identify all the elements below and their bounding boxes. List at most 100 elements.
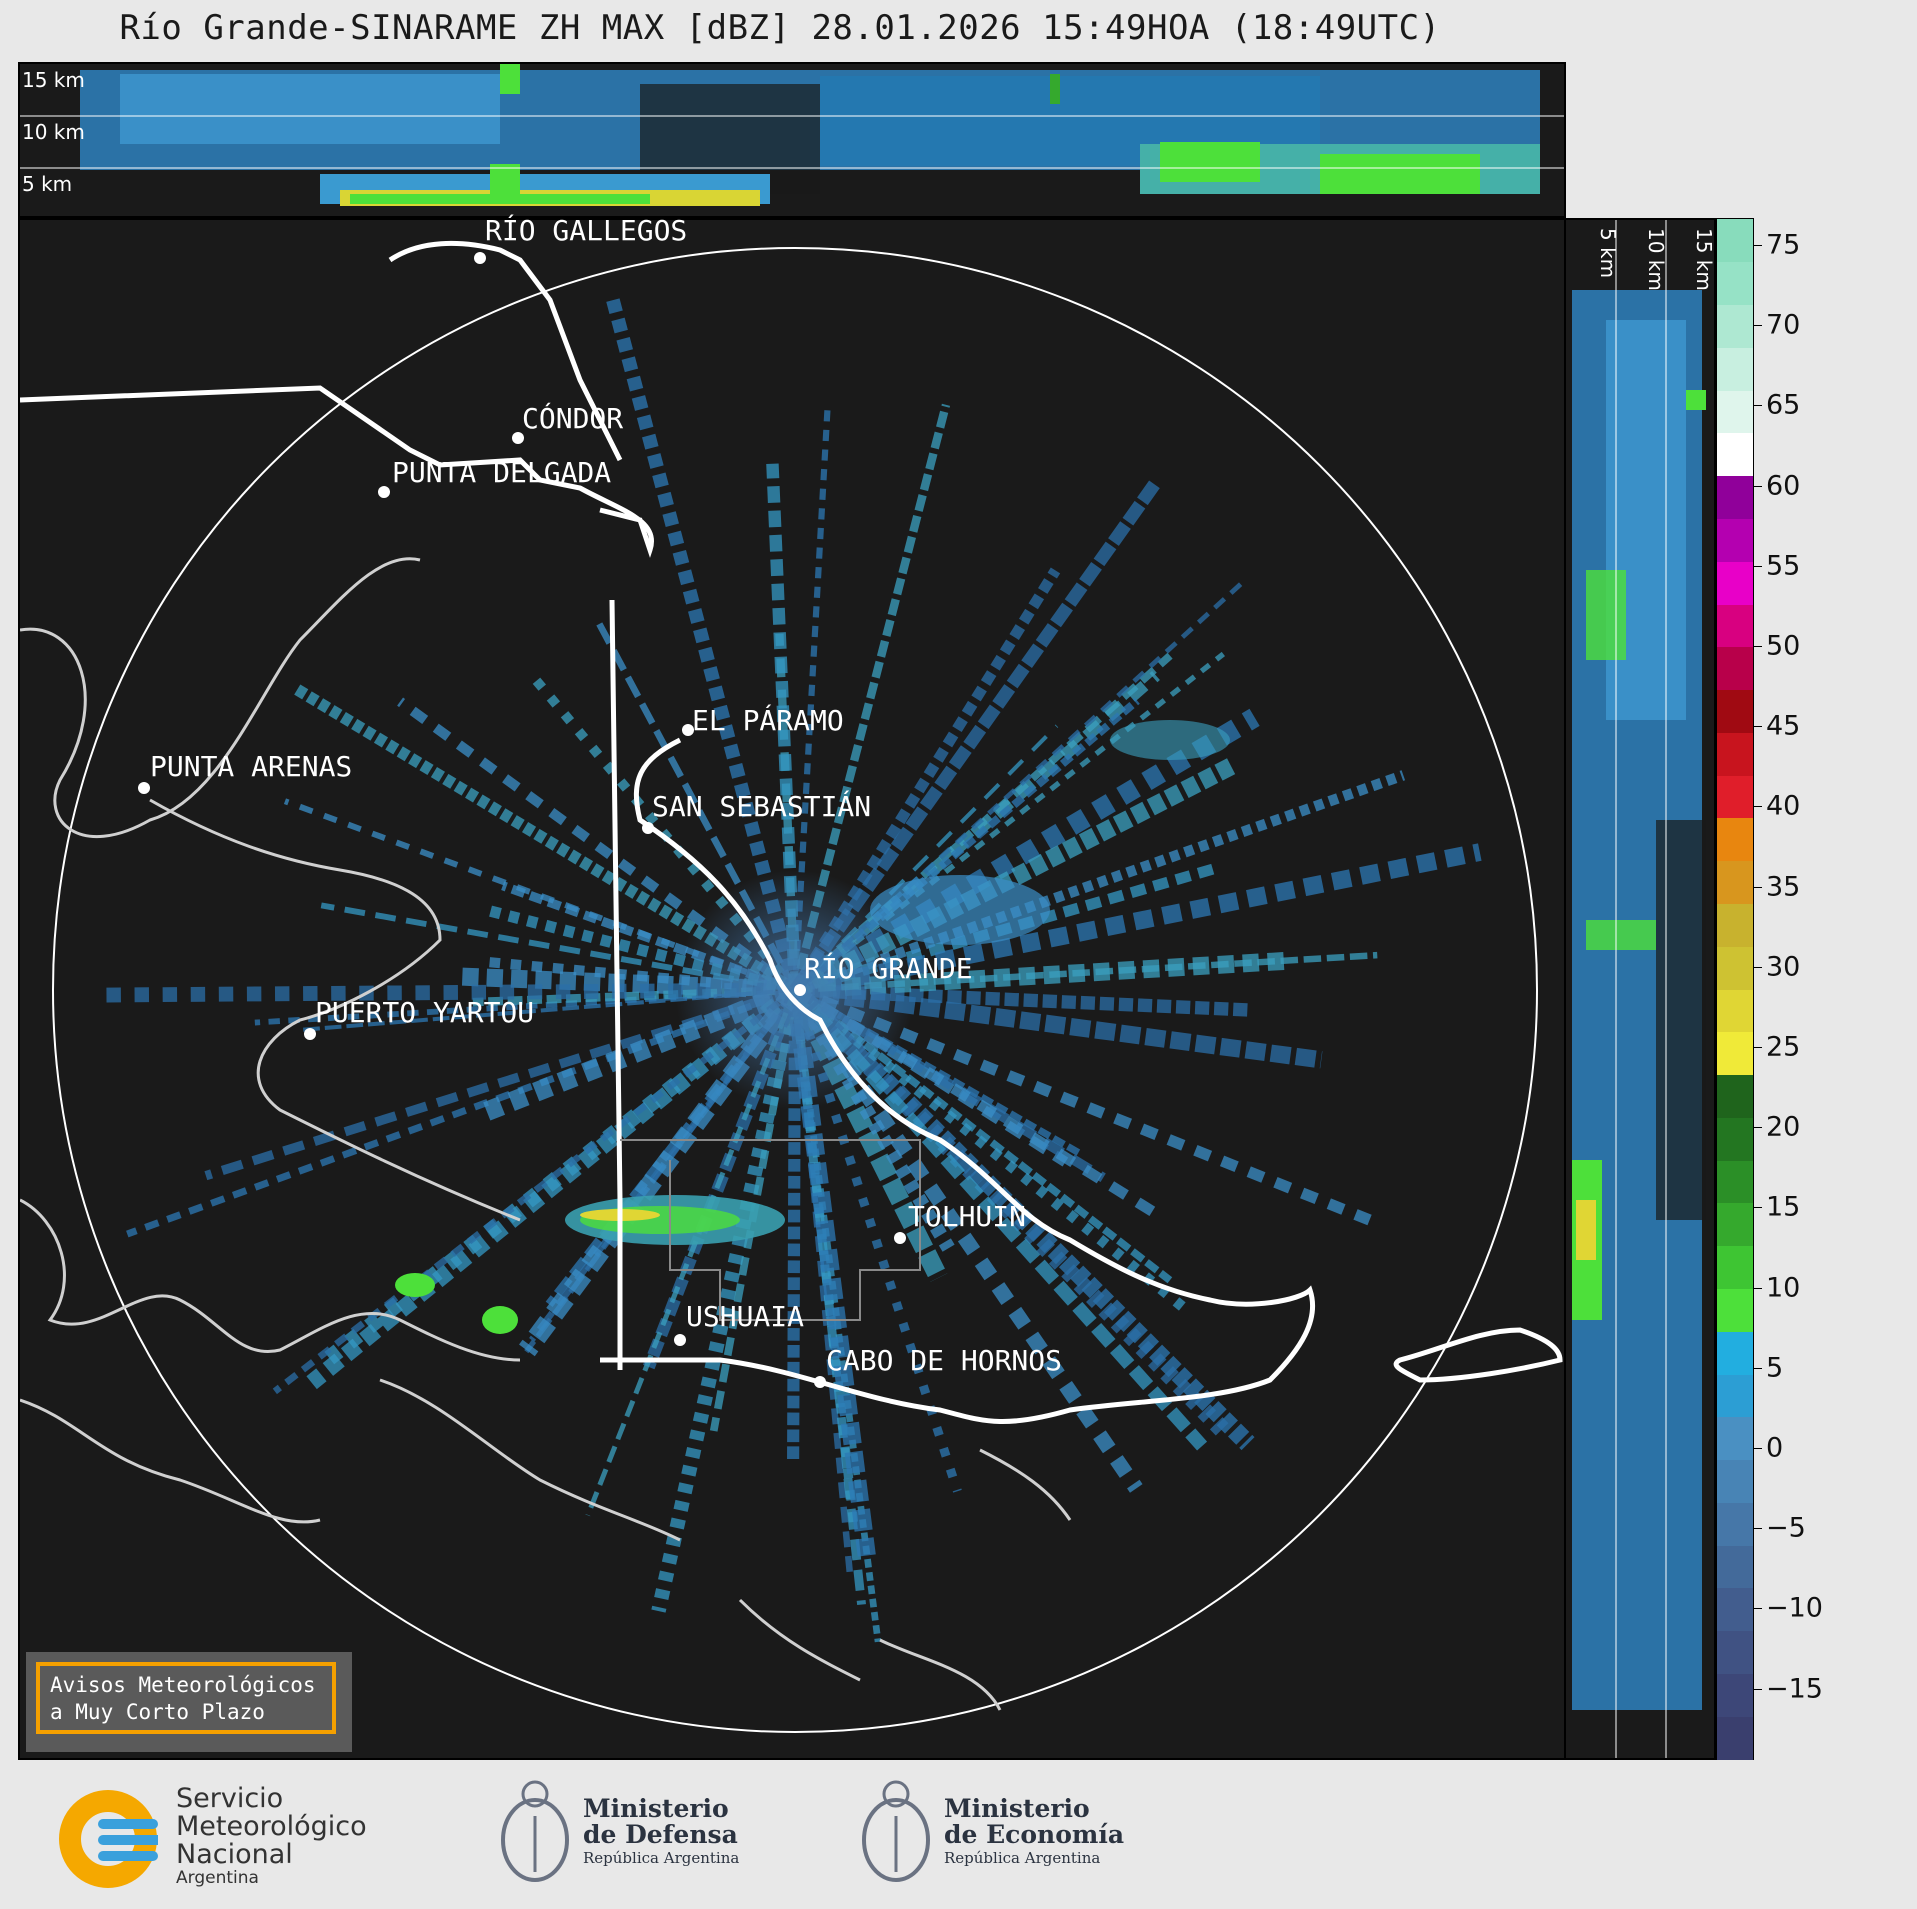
colorbar-segment: [1717, 903, 1753, 947]
colorbar-segment: [1717, 1288, 1753, 1332]
colorbar-segment: [1717, 860, 1753, 905]
colorbar-tick: [1754, 1608, 1762, 1610]
colorbar-segment: [1717, 1630, 1753, 1675]
colorbar-tick: [1754, 1127, 1762, 1129]
colorbar-segment: [1717, 1416, 1753, 1461]
colorbar-segment: [1717, 817, 1753, 862]
city-label: RÍO GALLEGOS: [485, 214, 688, 247]
colorbar-tick-label: 35: [1766, 871, 1801, 903]
colorbar-tick: [1754, 325, 1762, 327]
colorbar-segment: [1717, 1545, 1753, 1589]
colorbar-tick: [1754, 405, 1762, 407]
colorbar-tick: [1754, 485, 1762, 487]
radar-map-canvas: [20, 241, 1563, 1733]
smn-line3: Nacional: [176, 1839, 293, 1870]
colorbar-tick: [1754, 1448, 1762, 1449]
colorbar-segment: [1717, 1673, 1753, 1717]
colorbar-tick-label: −15: [1766, 1673, 1823, 1705]
side-cross-section: 5 km 10 km 15 km: [1564, 218, 1716, 1760]
economia-line1: Ministerio: [944, 1794, 1090, 1823]
smn-logo: Servicio Meteorológico Nacional Argentin…: [58, 1785, 418, 1895]
colorbar-segment: [1717, 646, 1753, 691]
side-level-label: 15 km: [1692, 228, 1716, 291]
colorbar-segment: [1717, 561, 1753, 605]
colorbar-segment: [1717, 1202, 1753, 1247]
city-label: CÓNDOR: [522, 402, 624, 435]
city-label: RÍO GRANDE: [804, 952, 973, 985]
colorbar-tick-label: −5: [1766, 1512, 1806, 1544]
top-cross-section-echoes: [20, 64, 1564, 206]
colorbar-segment: [1717, 1245, 1753, 1290]
colorbar-tick: [1754, 886, 1762, 888]
colorbar-tick-label: 50: [1766, 630, 1801, 662]
colorbar-tick: [1754, 245, 1762, 246]
colorbar-segment: [1717, 390, 1753, 434]
colorbar-segment: [1717, 1502, 1753, 1546]
colorbar-segment: [1717, 1374, 1753, 1418]
top-cross-section: 15 km 10 km 5 km: [18, 62, 1566, 218]
colorbar-tick: [1754, 806, 1762, 808]
defensa-line3: República Argentina: [583, 1849, 740, 1867]
colorbar-tick-label: −10: [1766, 1592, 1823, 1624]
colorbar-segment: [1717, 1160, 1753, 1204]
chart-title: Río Grande-SINARAME ZH MAX [dBZ] 28.01.2…: [119, 8, 1441, 48]
colorbar-segment: [1717, 518, 1753, 562]
colorbar-tick: [1754, 966, 1762, 968]
colorbar-tick-label: 75: [1766, 229, 1801, 261]
colorbar-tick-label: 10: [1766, 1272, 1801, 1304]
avisos-line1: Avisos Meteorológicos: [50, 1673, 316, 1697]
city-label: PUNTA DELGADA: [392, 456, 612, 489]
colorbar-segment: [1717, 1716, 1753, 1760]
colorbar-segment: [1717, 475, 1753, 520]
colorbar-tick: [1754, 565, 1762, 567]
colorbar-tick: [1754, 1528, 1762, 1530]
colorbar-segment: [1717, 989, 1753, 1033]
city-label: SAN SEBASTIÁN: [652, 790, 872, 823]
city-markers: [138, 252, 906, 1388]
top-level-label: 10 km: [22, 120, 85, 144]
city-label: TOLHUIN: [908, 1200, 1027, 1233]
colorbar-tick-label: 70: [1766, 309, 1801, 341]
colorbar: [1716, 218, 1754, 1760]
colorbar-tick-label: 25: [1766, 1031, 1801, 1063]
colorbar-segment: [1717, 1587, 1753, 1632]
city-label: PUNTA ARENAS: [150, 750, 353, 783]
colorbar-segment: [1717, 1331, 1753, 1375]
colorbar-segment: [1717, 304, 1753, 348]
defensa-line2: de Defensa: [583, 1820, 738, 1849]
colorbar-tick: [1754, 1047, 1762, 1048]
colorbar-segment: [1717, 347, 1753, 391]
avisos-badge[interactable]: Avisos Meteorológicos a Muy Corto Plazo: [26, 1652, 352, 1752]
colorbar-tick-label: 15: [1766, 1191, 1801, 1223]
colorbar-segment: [1717, 732, 1753, 776]
city-label: PUERTO YARTOU: [315, 996, 535, 1029]
colorbar-tick: [1754, 1367, 1762, 1369]
colorbar-tick-label: 30: [1766, 951, 1801, 983]
colorbar-tick: [1754, 1688, 1762, 1690]
colorbar-tick-label: 60: [1766, 470, 1801, 502]
defensa-line1: Ministerio: [583, 1794, 729, 1823]
smn-line2: Meteorológico: [176, 1811, 367, 1842]
colorbar-tick-label: 20: [1766, 1111, 1801, 1143]
colorbar-tick: [1754, 1207, 1762, 1209]
city-label: USHUAIA: [686, 1300, 805, 1333]
colorbar-segment: [1717, 1031, 1753, 1076]
colorbar-segment: [1717, 432, 1753, 477]
colorbar-segment: [1717, 1074, 1753, 1118]
colorbar-segment: [1717, 689, 1753, 733]
side-cross-section-echoes: [1572, 220, 1706, 1758]
colorbar-segment: [1717, 219, 1753, 263]
top-level-label: 5 km: [22, 172, 73, 196]
smn-line1: Servicio: [176, 1783, 284, 1814]
colorbar-tick: [1754, 1287, 1762, 1289]
top-level-label: 15 km: [22, 68, 85, 92]
colorbar-tick-label: 40: [1766, 790, 1801, 822]
city-label: EL PÁRAMO: [692, 704, 844, 737]
colorbar-segment: [1717, 775, 1753, 819]
avisos-line2: a Muy Corto Plazo: [50, 1700, 265, 1724]
colorbar-tick-label: 5: [1766, 1352, 1784, 1384]
defensa-logo: Ministerio de Defensa República Argentin…: [495, 1776, 755, 1896]
colorbar-segment: [1717, 1117, 1753, 1161]
side-level-label: 5 km: [1596, 228, 1620, 279]
city-label: CABO DE HORNOS: [826, 1344, 1063, 1377]
